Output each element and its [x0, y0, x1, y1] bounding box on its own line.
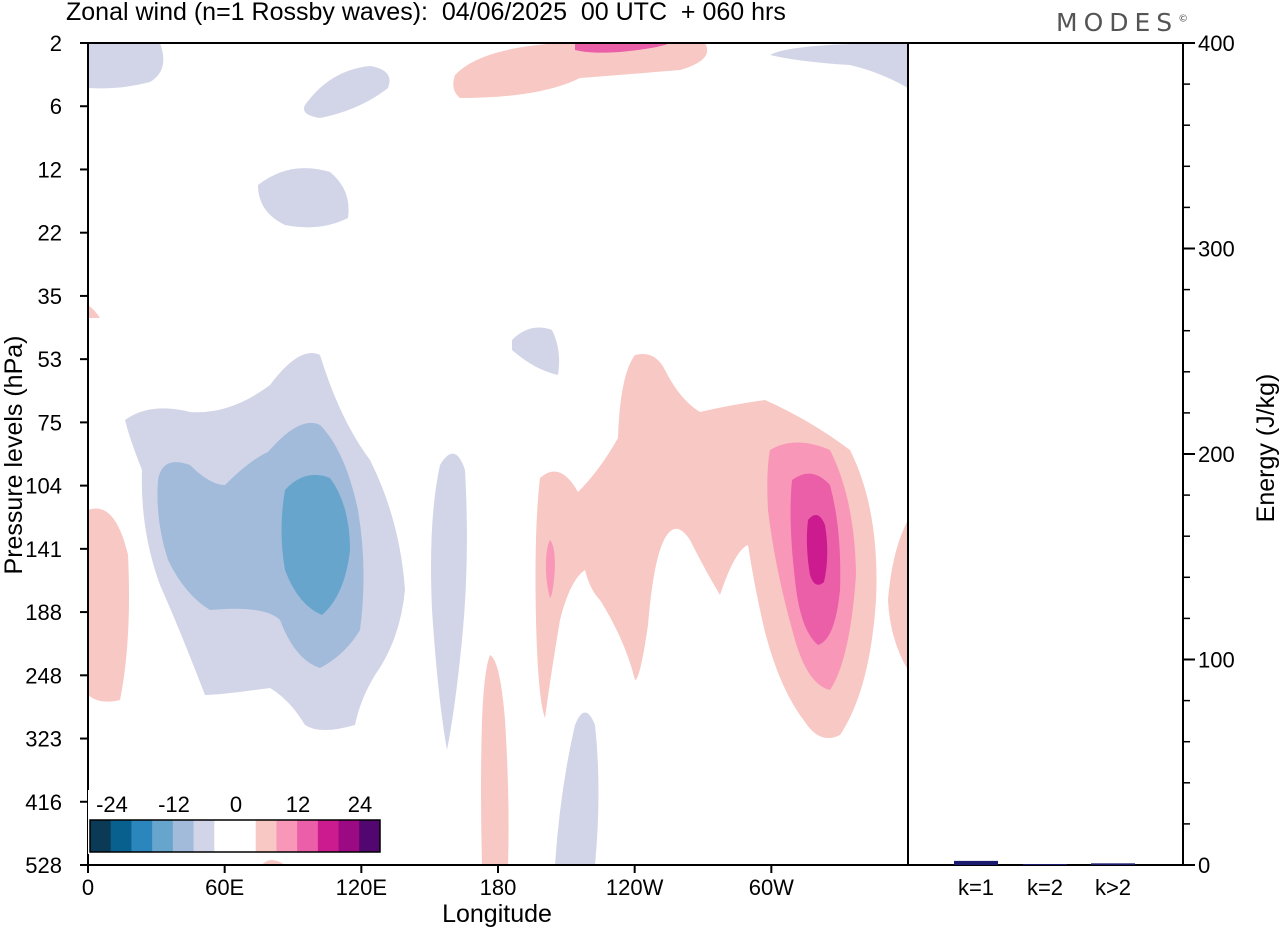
y-tick-label: 416 [25, 790, 62, 815]
energy-bar-label: k=1 [958, 875, 994, 900]
y-tick-label: 188 [25, 600, 62, 625]
energy-bars: k=1 k=2 k>2 [954, 860, 1135, 900]
contour-neg-column [431, 453, 467, 750]
contour-field [88, 43, 908, 865]
contour-pos-column [481, 655, 509, 865]
contour-neg-top-right [770, 43, 908, 88]
energy-bar-label: k>2 [1095, 875, 1131, 900]
contour-pos-right-edge [888, 520, 908, 670]
colorbar-swatch [152, 820, 174, 852]
x-axis-label: Longitude [442, 900, 552, 928]
energy-tick-label: 200 [1198, 442, 1235, 467]
y-tick-label: 323 [25, 727, 62, 752]
energy-bar-label: k=2 [1027, 875, 1063, 900]
colorbar-label: 0 [230, 792, 242, 817]
brand-name: MODES [1056, 8, 1179, 37]
y-tick-label: 12 [38, 157, 62, 182]
x-axis: 0 60E 120E 180 120W 60W [82, 865, 794, 900]
energy-tick-label: 300 [1198, 237, 1235, 262]
colorbar-swatch [276, 820, 298, 852]
colorbar-swatch [172, 820, 195, 852]
y-tick-label: 2 [50, 31, 62, 56]
contour-pos-small [545, 540, 555, 598]
contour-neg-mid-upper [258, 168, 349, 228]
contour-neg-bottom [555, 712, 599, 865]
contour-neg-top-left [88, 43, 164, 89]
energy-axis: 0 100 200 300 400 [1183, 31, 1235, 878]
x-tick-label: 0 [82, 875, 94, 900]
y-tick-label: 104 [25, 474, 62, 499]
x-tick-label: 60E [205, 875, 244, 900]
y-tick-label: 141 [25, 537, 62, 562]
chart-title: Zonal wind (n=1 Rossby waves): 04/06/202… [66, 0, 786, 26]
colorbar-swatch [235, 820, 257, 852]
contour-neg-core [281, 474, 350, 615]
colorbar-label: 12 [286, 792, 310, 817]
contour-neg-small [512, 327, 560, 375]
colorbar: -24 -12 0 12 24 [88, 790, 382, 854]
contour-pos-left [88, 508, 129, 702]
x-tick-label: 60W [749, 875, 794, 900]
colorbar-swatch [338, 820, 360, 852]
y-tick-label: 53 [38, 347, 62, 372]
contour-pos-core [806, 515, 828, 585]
contour-pos-bottom-spot [262, 860, 285, 865]
x-tick-label: 120W [606, 875, 664, 900]
y-tick-label: 6 [50, 94, 62, 119]
contour-neg-upper [304, 66, 390, 118]
contour-pos-left-spot [88, 305, 100, 318]
energy-bar [1023, 864, 1067, 865]
colorbar-swatch [90, 820, 112, 852]
energy-tick-label: 0 [1198, 853, 1210, 878]
energy-tick-label: 400 [1198, 31, 1235, 56]
energy-bar [954, 860, 998, 865]
colorbar-label: -24 [96, 792, 128, 817]
energy-tick-label: 100 [1198, 648, 1235, 673]
colorbar-swatch [317, 820, 340, 852]
colorbar-swatch [255, 820, 277, 852]
brand-logo: MODES© [1056, 8, 1188, 37]
y-tick-label: 528 [25, 853, 62, 878]
colorbar-swatch [214, 820, 236, 852]
y-tick-label: 75 [38, 410, 62, 435]
colorbar-swatch [131, 820, 153, 852]
colorbar-frame [89, 819, 381, 853]
contour-pos-top-core [575, 43, 670, 53]
colorbar-swatch [297, 820, 319, 852]
energy-axis-label: Energy (J/kg) [1252, 374, 1280, 523]
colorbar-label: 24 [348, 792, 372, 817]
x-tick-label: 120E [336, 875, 387, 900]
y-axis: 2 6 12 22 35 53 75 104 141 188 248 323 416 528 [25, 31, 88, 878]
y-tick-label: 35 [38, 284, 62, 309]
colorbar-swatch [110, 820, 132, 852]
x-tick-label: 180 [480, 875, 517, 900]
brand-mark: © [1178, 13, 1189, 25]
colorbar-label: -12 [158, 792, 190, 817]
energy-bar [1091, 863, 1135, 865]
colorbar-swatch [193, 820, 215, 852]
y-tick-label: 248 [25, 663, 62, 688]
contour-pos-top [453, 43, 708, 98]
colorbar-swatch [359, 820, 381, 852]
y-tick-label: 22 [38, 221, 62, 246]
y-axis-label: Pressure levels (hPa) [0, 336, 28, 575]
